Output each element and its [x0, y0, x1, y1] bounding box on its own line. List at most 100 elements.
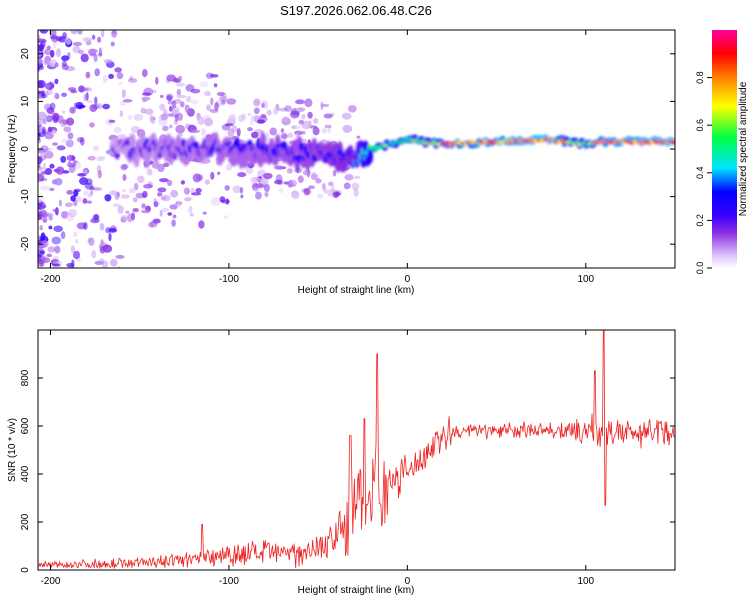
noise-blob	[120, 215, 129, 220]
noise-blob	[159, 103, 166, 111]
noise-blob	[295, 99, 305, 105]
noise-blob	[170, 189, 179, 198]
noise-blob	[174, 98, 182, 104]
noise-blob	[53, 41, 57, 49]
noise-blob	[49, 187, 55, 192]
noise-blob	[192, 173, 202, 183]
noise-blob	[45, 147, 53, 152]
noise-blob	[167, 179, 173, 187]
noise-blob	[210, 171, 215, 180]
noise-blob	[38, 80, 44, 88]
y-tick-label: 0	[20, 146, 31, 152]
noise-blob	[56, 145, 66, 151]
noise-blob	[183, 187, 190, 195]
spectrogram-y-ticks: -20 -10 0 10 20	[20, 48, 675, 251]
noise-blob	[48, 216, 53, 221]
noise-blob	[332, 192, 341, 196]
noise-blob	[70, 30, 78, 35]
noise-blob	[240, 194, 244, 199]
noise-blob	[91, 34, 96, 40]
noise-blob	[77, 173, 87, 177]
noise-blob	[237, 172, 247, 178]
noise-blob	[219, 196, 226, 203]
noise-blob	[322, 183, 326, 191]
snr-y-axis-label: SNR (10 * v/v)	[7, 418, 18, 482]
y-tick-label: 20	[20, 48, 31, 60]
noise-blob	[51, 179, 58, 185]
noise-blob	[127, 114, 133, 120]
noise-blob	[72, 41, 82, 47]
noise-blob	[87, 155, 96, 161]
noise-blob	[341, 112, 352, 120]
noise-blob	[132, 208, 139, 213]
noise-blob	[52, 208, 59, 212]
noise-blob	[307, 111, 313, 119]
noise-blob	[89, 48, 98, 54]
noise-blob	[327, 126, 332, 134]
x-tick-label: 100	[577, 274, 594, 285]
noise-blob	[278, 107, 288, 112]
noise-blob	[72, 231, 78, 238]
noise-blob	[39, 225, 43, 231]
noise-blob	[38, 248, 45, 257]
noise-blob	[291, 191, 300, 200]
x-tick-label: 100	[577, 576, 594, 587]
snr-frame	[37, 329, 676, 571]
noise-blob	[52, 142, 58, 146]
noise-blob	[62, 32, 67, 39]
noise-blob	[141, 69, 148, 78]
noise-blob	[51, 236, 62, 245]
x-tick-label: 0	[405, 576, 411, 587]
snr-panel: -200 -100 0 100 0 200 400 600 800 Height of str…	[7, 329, 676, 596]
noise-blob	[47, 246, 56, 253]
noise-blob	[87, 237, 91, 243]
noise-blob	[53, 225, 63, 233]
noise-blob	[175, 201, 183, 206]
noise-blob	[159, 209, 163, 217]
spectrogram-ridge	[109, 131, 675, 173]
noise-blob	[38, 38, 47, 44]
noise-blob	[78, 49, 84, 55]
noise-blob	[69, 106, 76, 114]
noise-blob	[256, 119, 266, 124]
noise-blob	[67, 132, 74, 140]
noise-blob	[40, 232, 46, 241]
noise-blob	[38, 44, 43, 52]
noise-blob	[180, 101, 185, 108]
noise-blob	[46, 89, 53, 95]
noise-blob	[79, 87, 89, 92]
noise-blob	[54, 245, 61, 254]
noise-blob	[54, 78, 59, 85]
noise-blob	[94, 96, 98, 105]
noise-blob	[178, 75, 183, 82]
noise-blob	[133, 113, 144, 121]
noise-blob	[38, 148, 46, 154]
noise-blob	[219, 96, 228, 102]
noise-blob	[287, 132, 294, 138]
noise-blob	[232, 185, 242, 194]
noise-blob	[153, 201, 159, 208]
y-tick-label: 400	[20, 465, 31, 482]
noise-blob	[116, 134, 127, 139]
noise-blob	[87, 99, 93, 104]
noise-blob	[324, 124, 332, 129]
noise-blob	[241, 113, 247, 120]
noise-blob	[82, 190, 90, 196]
noise-blob	[323, 113, 333, 119]
noise-blob	[278, 188, 284, 193]
noise-blob	[85, 178, 93, 185]
noise-blob	[191, 129, 201, 133]
noise-blob	[82, 37, 93, 42]
y-tick-label: -10	[20, 189, 31, 204]
noise-blob	[284, 105, 292, 112]
noise-blob	[122, 174, 127, 181]
noise-blob	[99, 223, 105, 231]
noise-blob	[239, 187, 244, 194]
noise-blob	[160, 113, 169, 121]
noise-blob	[141, 96, 151, 101]
noise-blob	[307, 120, 312, 127]
noise-blob	[41, 170, 50, 175]
noise-blob	[217, 171, 221, 175]
noise-blob	[117, 205, 124, 214]
